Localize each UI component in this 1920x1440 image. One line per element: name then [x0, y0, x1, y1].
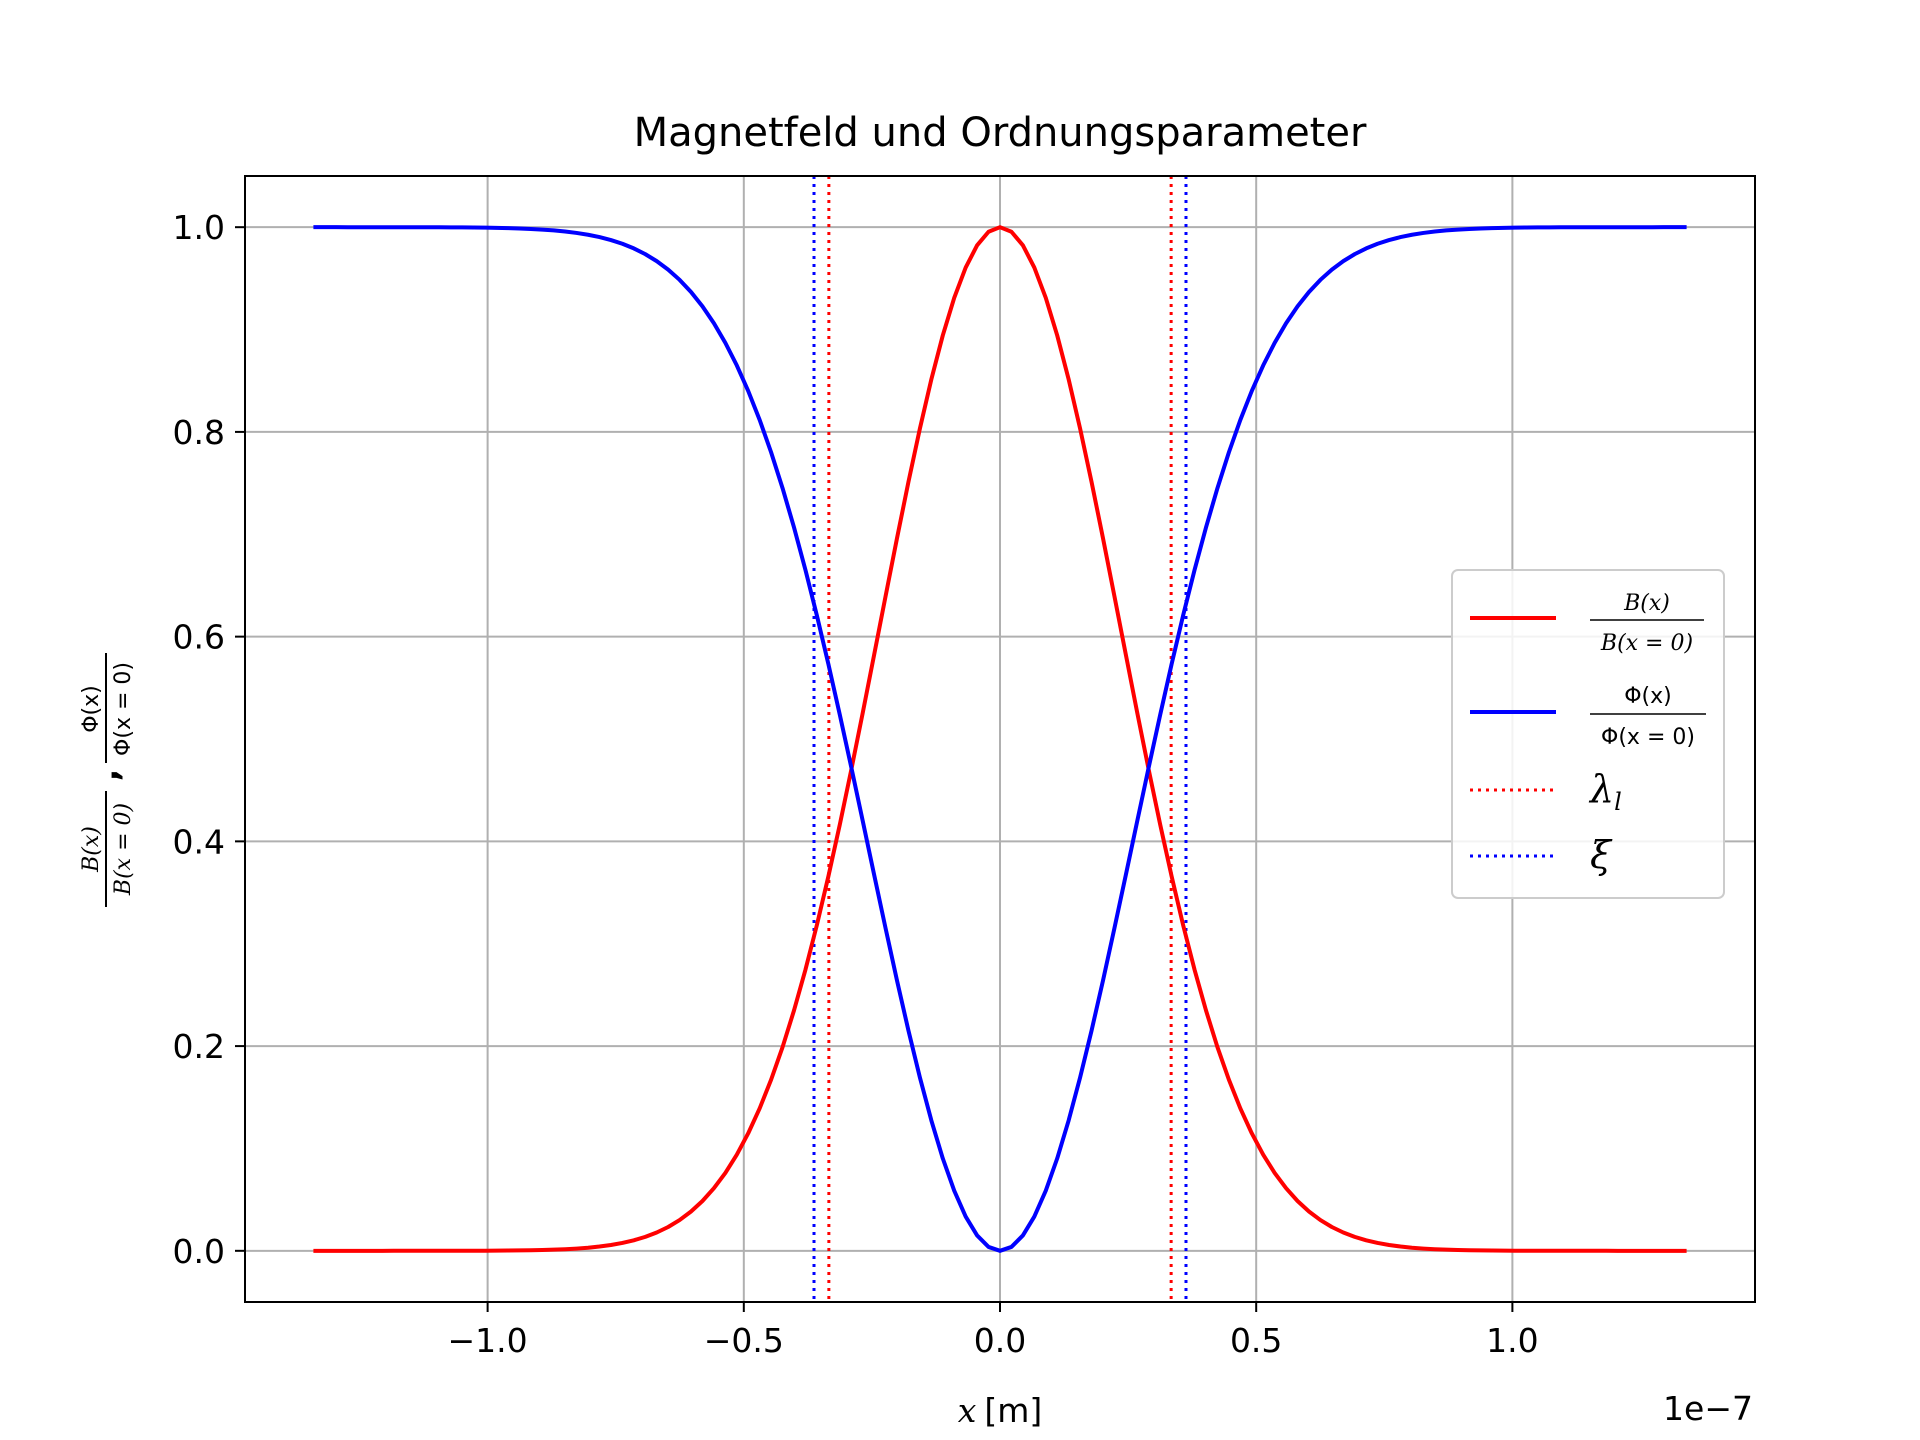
y-tick-label: 0.8	[173, 413, 225, 452]
x-tick-label: −1.0	[448, 1321, 528, 1360]
order-parameter-curve	[313, 225, 1687, 1253]
x-offset-text: 1e−7	[1663, 1389, 1753, 1428]
y-tick-label: 0.4	[173, 822, 225, 861]
legend-entry-lambda: λl	[1470, 767, 1622, 816]
y-label-num2: Φ(x)	[79, 685, 104, 733]
x-tick-label: 0.5	[1230, 1321, 1282, 1360]
y-tick-label: 0.6	[173, 618, 225, 657]
y-tick-label: 1.0	[173, 208, 225, 247]
legend-phi-num: Φ(x)	[1624, 684, 1672, 709]
legend-entry-b: B(x) B(x = 0)	[1470, 591, 1704, 656]
x-axis-label-var: x	[958, 1391, 977, 1430]
x-tick-label: −0.5	[704, 1321, 784, 1360]
svg-text:λl: λl	[1588, 767, 1622, 816]
legend-phi-den: Φ(x = 0)	[1601, 725, 1695, 750]
b-field-curve	[313, 225, 1687, 1253]
svg-text:B(x): B(x)	[1623, 591, 1670, 616]
y-label-den2: Φ(x = 0)	[111, 662, 136, 756]
y-tick-label: 0.2	[173, 1027, 225, 1066]
legend: B(x) B(x = 0) Φ(x) Φ(x = 0) λl ξ	[1451, 569, 1725, 899]
y-axis-label: B(x) B(x = 0) , Φ(x) Φ(x = 0)	[79, 653, 136, 907]
legend-frame	[1451, 569, 1725, 899]
legend-b-num: B(x)	[1623, 591, 1670, 616]
legend-entry-phi: Φ(x) Φ(x = 0)	[1470, 684, 1706, 750]
legend-xi-symbol: ξ	[1590, 833, 1613, 877]
x-axis-label-unit: [m]	[984, 1391, 1042, 1430]
x-tick-label: 0.0	[974, 1321, 1026, 1360]
y-label-den1: B(x = 0)	[111, 803, 136, 896]
legend-b-den: B(x = 0)	[1600, 631, 1693, 656]
y-label-sep: ,	[87, 769, 126, 782]
y-label-num1: B(x)	[79, 826, 104, 873]
svg-text:B(x = 0): B(x = 0)	[1600, 631, 1693, 656]
svg-text:B(x): B(x)	[79, 826, 104, 873]
y-tick-label: 0.0	[173, 1232, 225, 1271]
legend-lambda-symbol: λ	[1588, 767, 1614, 811]
legend-lambda-sub: l	[1614, 788, 1622, 816]
svg-text:B(x = 0): B(x = 0)	[111, 803, 136, 896]
y-ticks: 0.0 0.2 0.4 0.6 0.8 1.0	[173, 208, 245, 1271]
legend-entry-xi: ξ	[1470, 833, 1613, 877]
chart-title: Magnetfeld und Ordnungsparameter	[634, 110, 1367, 156]
x-tick-label: 1.0	[1486, 1321, 1538, 1360]
plot-area	[313, 176, 1687, 1302]
x-axis-label: x [m]	[958, 1391, 1043, 1430]
x-ticks: −1.0 −0.5 0.0 0.5 1.0	[448, 1302, 1539, 1360]
